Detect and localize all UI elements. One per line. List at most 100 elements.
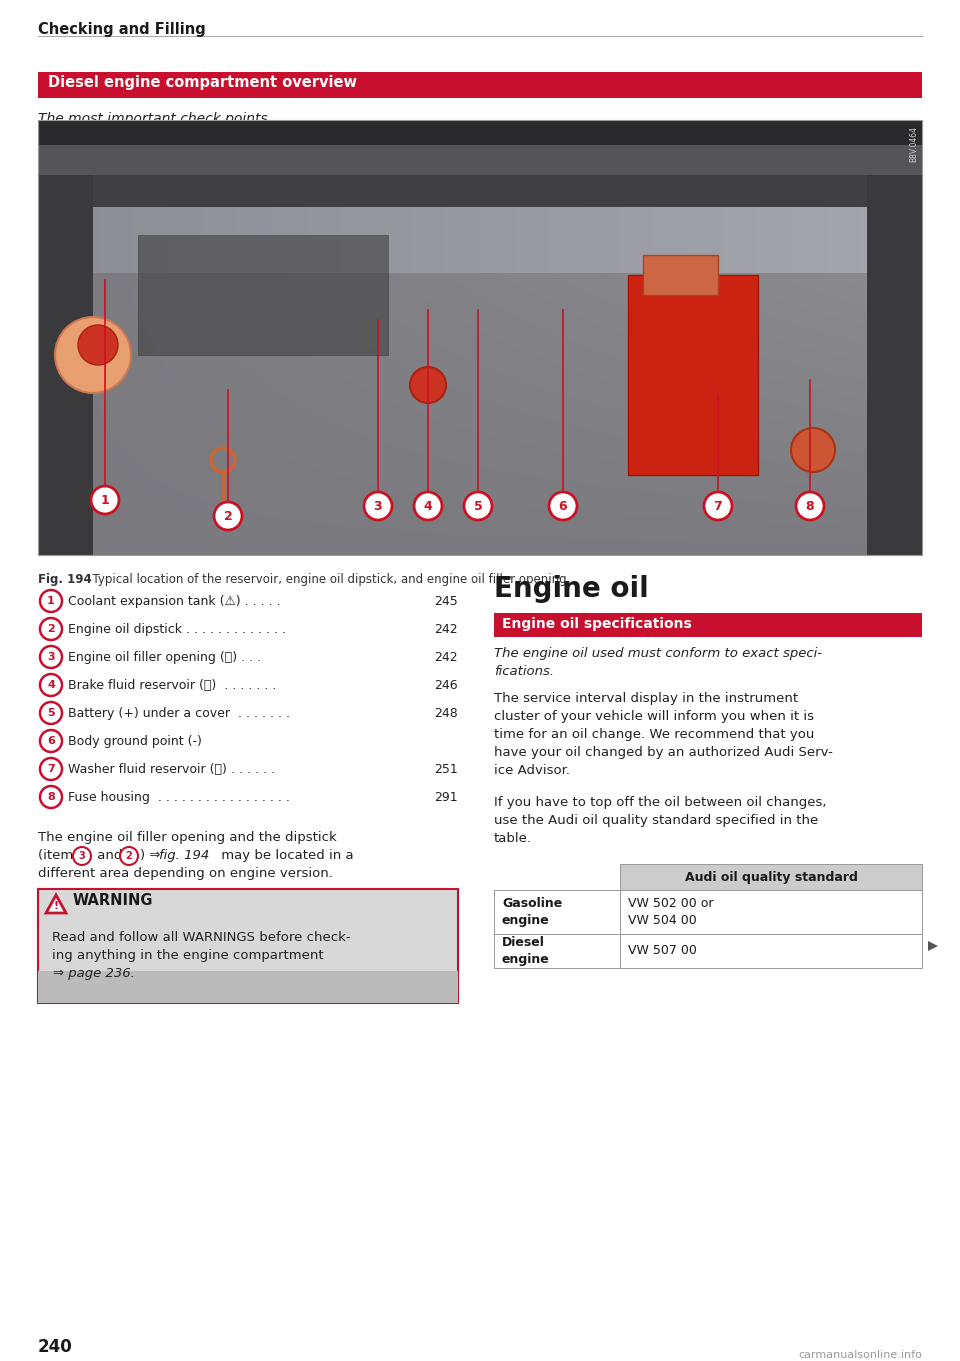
FancyBboxPatch shape <box>38 72 922 98</box>
Text: Fuse housing  . . . . . . . . . . . . . . . . .: Fuse housing . . . . . . . . . . . . . .… <box>68 791 290 804</box>
Text: 245: 245 <box>434 595 458 608</box>
Text: 7: 7 <box>47 764 55 774</box>
Circle shape <box>214 502 242 529</box>
Text: Checking and Filling: Checking and Filling <box>38 22 205 37</box>
Text: 5: 5 <box>473 499 482 513</box>
Text: page 236.: page 236. <box>64 968 134 980</box>
Circle shape <box>414 491 442 520</box>
Circle shape <box>704 491 732 520</box>
Text: 2: 2 <box>126 851 132 862</box>
Text: 240: 240 <box>38 1338 73 1356</box>
Text: The service interval display in the instrument: The service interval display in the inst… <box>494 691 798 705</box>
Text: 6: 6 <box>559 499 567 513</box>
Text: Engine oil dipstick . . . . . . . . . . . . .: Engine oil dipstick . . . . . . . . . . … <box>68 623 286 636</box>
FancyBboxPatch shape <box>38 889 458 1003</box>
Text: 4: 4 <box>47 680 55 690</box>
Text: Audi oil quality standard: Audi oil quality standard <box>684 871 857 883</box>
Circle shape <box>40 618 62 640</box>
Text: Engine oil: Engine oil <box>494 574 649 603</box>
FancyBboxPatch shape <box>628 275 758 475</box>
Text: !: ! <box>54 901 59 911</box>
Polygon shape <box>46 896 66 913</box>
Text: The most important check points.: The most important check points. <box>38 112 272 127</box>
Circle shape <box>364 491 392 520</box>
Circle shape <box>40 674 62 695</box>
Text: fications.: fications. <box>494 666 554 678</box>
Text: 2: 2 <box>47 623 55 634</box>
Text: 3: 3 <box>47 652 55 661</box>
FancyBboxPatch shape <box>643 255 718 295</box>
Text: If you have to top off the oil between oil changes,: If you have to top off the oil between o… <box>494 796 827 808</box>
Circle shape <box>40 591 62 612</box>
Text: WARNING: WARNING <box>73 893 154 908</box>
Text: 8: 8 <box>805 499 814 513</box>
Text: Fig. 194: Fig. 194 <box>38 573 92 587</box>
Text: ice Advisor.: ice Advisor. <box>494 764 570 777</box>
Circle shape <box>40 646 62 668</box>
Circle shape <box>40 729 62 753</box>
Text: 4: 4 <box>423 499 432 513</box>
Text: 248: 248 <box>434 706 458 720</box>
Text: The engine oil filler opening and the dipstick: The engine oil filler opening and the di… <box>38 832 337 844</box>
Text: fig. 194: fig. 194 <box>159 849 209 862</box>
Text: Body ground point (-): Body ground point (-) <box>68 735 202 749</box>
FancyBboxPatch shape <box>38 120 922 176</box>
FancyBboxPatch shape <box>620 864 922 890</box>
FancyBboxPatch shape <box>867 120 922 555</box>
FancyBboxPatch shape <box>38 120 93 555</box>
Text: VW 502 00 or
VW 504 00: VW 502 00 or VW 504 00 <box>628 897 713 927</box>
FancyBboxPatch shape <box>494 934 620 968</box>
Text: ing anything in the engine compartment: ing anything in the engine compartment <box>52 949 324 962</box>
Text: and: and <box>93 849 127 862</box>
Circle shape <box>40 702 62 724</box>
FancyBboxPatch shape <box>494 612 922 637</box>
Text: table.: table. <box>494 832 532 845</box>
Circle shape <box>40 787 62 808</box>
Text: Washer fluid reservoir (⛲) . . . . . .: Washer fluid reservoir (⛲) . . . . . . <box>68 764 275 776</box>
Circle shape <box>40 758 62 780</box>
Text: VW 507 00: VW 507 00 <box>628 945 697 958</box>
Text: (items: (items <box>38 849 84 862</box>
Text: Typical location of the reservoir, engine oil dipstick, and engine oil filler op: Typical location of the reservoir, engin… <box>85 573 566 587</box>
Circle shape <box>120 847 138 866</box>
Text: may be located in a: may be located in a <box>217 849 353 862</box>
Text: use the Audi oil quality standard specified in the: use the Audi oil quality standard specif… <box>494 814 818 827</box>
Text: 2: 2 <box>224 509 232 523</box>
Text: Battery (+) under a cover  . . . . . . .: Battery (+) under a cover . . . . . . . <box>68 706 290 720</box>
Text: Coolant expansion tank (⚠) . . . . .: Coolant expansion tank (⚠) . . . . . <box>68 595 280 608</box>
Text: 7: 7 <box>713 499 722 513</box>
Text: 5: 5 <box>47 708 55 719</box>
Text: 3: 3 <box>373 499 382 513</box>
Text: 3: 3 <box>79 851 85 862</box>
Circle shape <box>464 491 492 520</box>
Circle shape <box>549 491 577 520</box>
Text: ) ⇒: ) ⇒ <box>140 849 165 862</box>
Text: cluster of your vehicle will inform you when it is: cluster of your vehicle will inform you … <box>494 710 814 723</box>
Circle shape <box>410 367 446 403</box>
Text: 251: 251 <box>434 764 458 776</box>
FancyBboxPatch shape <box>620 890 922 934</box>
Text: 246: 246 <box>434 679 458 691</box>
Text: Diesel engine compartment overview: Diesel engine compartment overview <box>48 75 357 90</box>
Circle shape <box>78 325 118 365</box>
Text: time for an oil change. We recommend that you: time for an oil change. We recommend tha… <box>494 728 814 740</box>
Text: 1: 1 <box>101 494 109 506</box>
Text: 242: 242 <box>434 651 458 664</box>
Circle shape <box>796 491 824 520</box>
Text: B8V.0464: B8V.0464 <box>909 127 918 162</box>
FancyBboxPatch shape <box>494 890 620 934</box>
Text: Brake fluid reservoir (ⓞ)  . . . . . . .: Brake fluid reservoir (ⓞ) . . . . . . . <box>68 679 276 691</box>
Text: 8: 8 <box>47 792 55 802</box>
Text: 1: 1 <box>47 596 55 606</box>
Text: Engine oil specifications: Engine oil specifications <box>502 617 692 632</box>
Polygon shape <box>928 940 938 951</box>
Text: The engine oil used must conform to exact speci-: The engine oil used must conform to exac… <box>494 646 822 660</box>
Circle shape <box>91 486 119 514</box>
Text: 242: 242 <box>434 623 458 636</box>
Circle shape <box>55 317 131 393</box>
Text: have your oil changed by an authorized Audi Serv-: have your oil changed by an authorized A… <box>494 746 833 759</box>
Circle shape <box>791 427 835 472</box>
FancyBboxPatch shape <box>38 970 458 1003</box>
Text: Gasoline
engine: Gasoline engine <box>502 897 563 927</box>
Circle shape <box>73 847 91 866</box>
